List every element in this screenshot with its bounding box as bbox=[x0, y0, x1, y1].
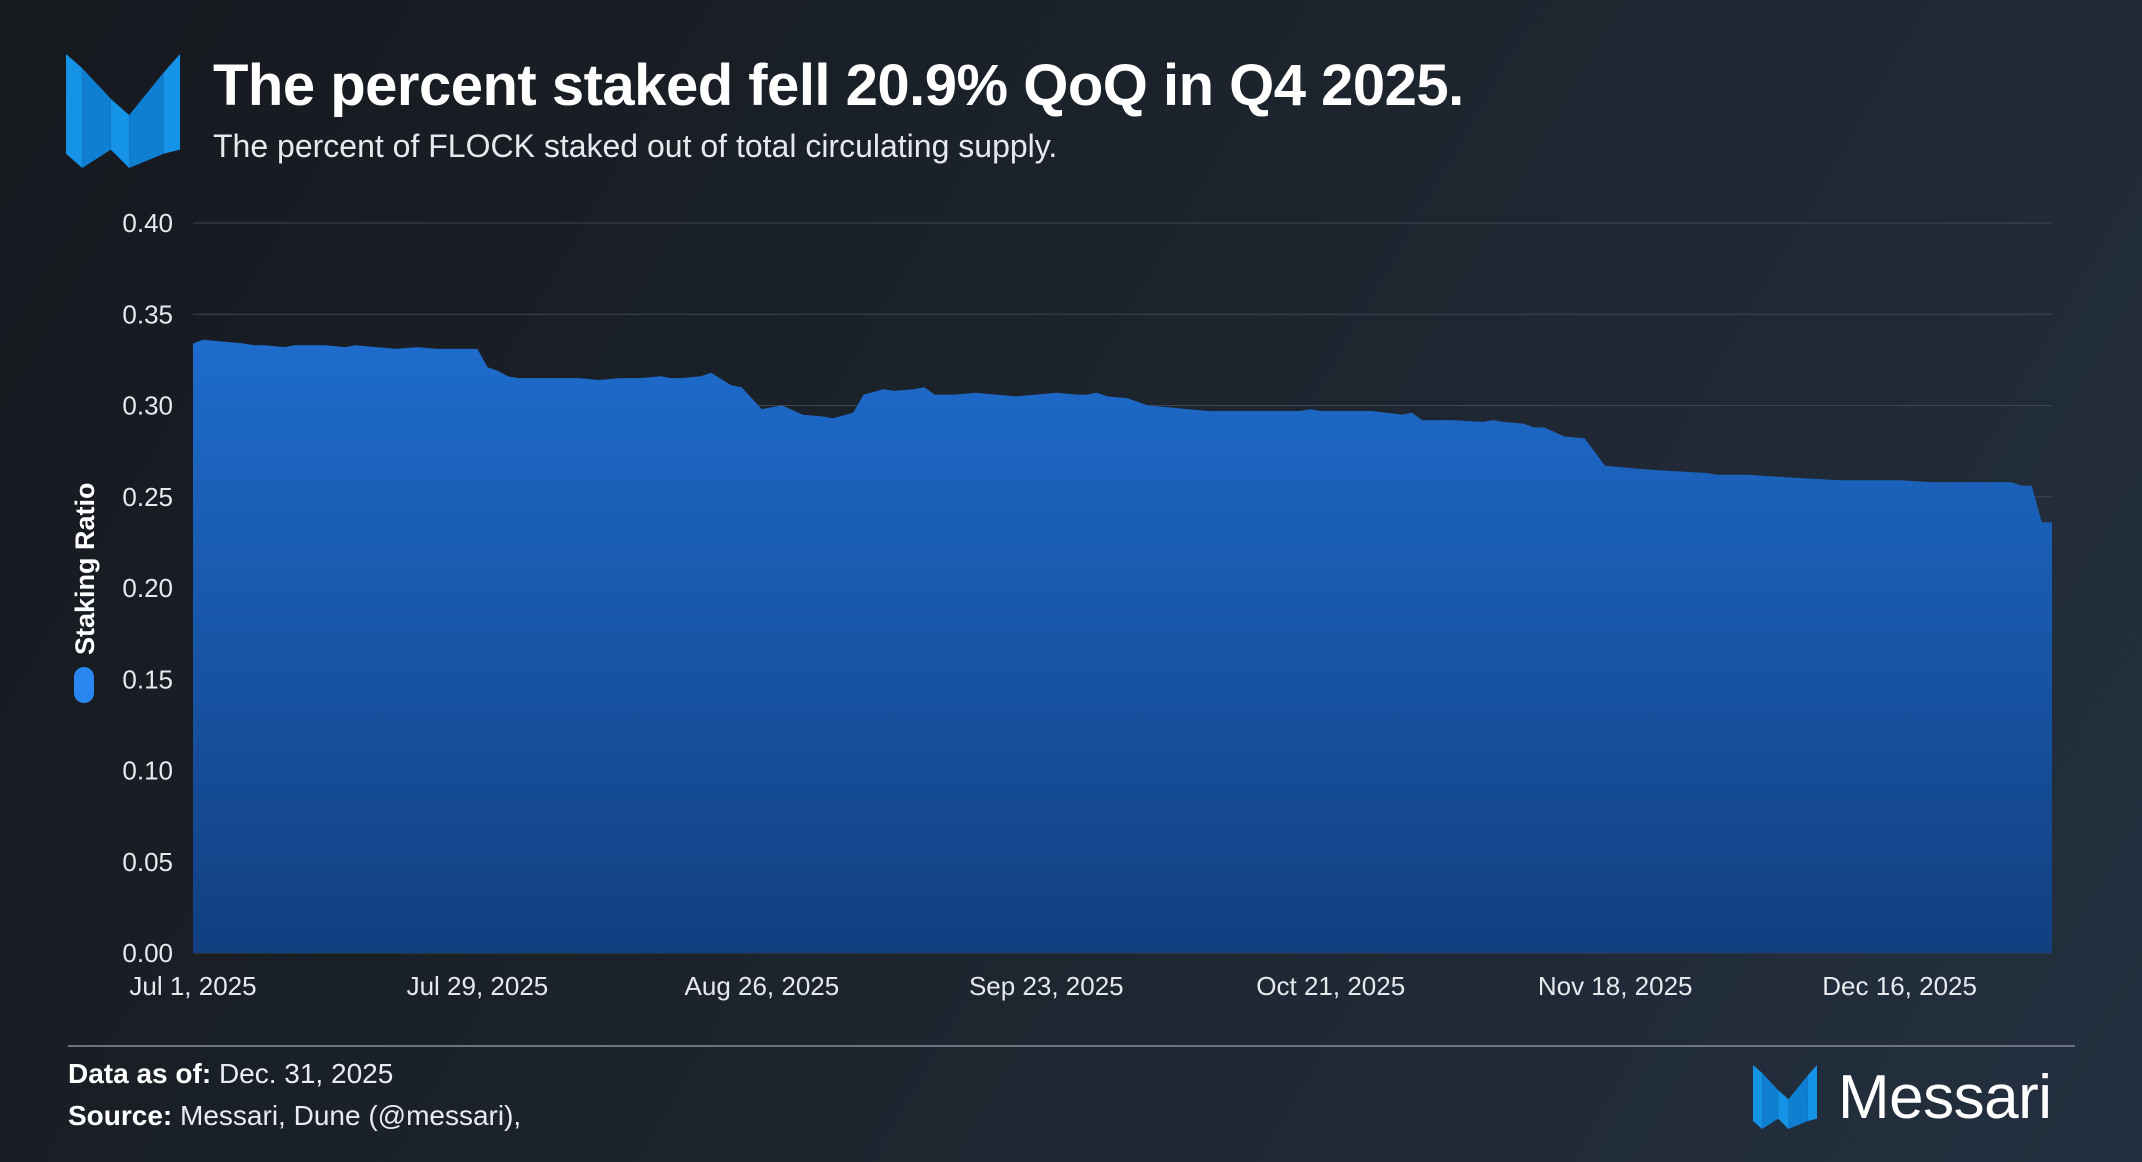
data-as-of-label: Data as of: bbox=[68, 1058, 212, 1089]
source-line: Source: Messari, Dune (@messari), bbox=[68, 1100, 521, 1132]
x-tick-label: Oct 21, 2025 bbox=[1256, 971, 1405, 1001]
y-tick-label: 0.35 bbox=[122, 299, 173, 329]
messari-logo-icon bbox=[66, 54, 180, 168]
source-value: Messari, Dune (@messari), bbox=[180, 1100, 522, 1131]
source-label: Source: bbox=[68, 1100, 173, 1131]
x-tick-label: Dec 16, 2025 bbox=[1822, 971, 1977, 1001]
x-tick-label: Sep 23, 2025 bbox=[969, 971, 1124, 1001]
staking-ratio-chart: 0.00 0.05 0.10 0.15 0.20 0.25 0.30 0.35 0.40 Jul… bbox=[70, 208, 2052, 1001]
y-tick-label: 0.30 bbox=[122, 391, 173, 421]
y-tick-label: 0.40 bbox=[122, 208, 173, 238]
chart-subtitle: The percent of FLOCK staked out of total… bbox=[213, 128, 1058, 164]
staking-ratio-area bbox=[193, 339, 2052, 953]
x-tick-label: Jul 1, 2025 bbox=[129, 971, 256, 1001]
x-tick-label: Aug 26, 2025 bbox=[685, 971, 840, 1001]
x-tick-label: Jul 29, 2025 bbox=[407, 971, 549, 1001]
y-tick-label: 0.25 bbox=[122, 482, 173, 512]
footer-divider bbox=[1075, 1045, 2075, 1047]
y-tick-label: 0.20 bbox=[122, 573, 173, 603]
y-tick-label: 0.00 bbox=[122, 938, 173, 968]
chart-title: The percent staked fell 20.9% QoQ in Q4 … bbox=[213, 53, 1464, 118]
y-tick-label: 0.05 bbox=[122, 847, 173, 877]
data-as-of-line: Data as of: Dec. 31, 2025 bbox=[68, 1058, 393, 1090]
y-tick-label: 0.10 bbox=[122, 756, 173, 786]
messari-logo-icon bbox=[1753, 1065, 1817, 1129]
messari-brand: Messari bbox=[1752, 1062, 2052, 1132]
x-tick-label: Nov 18, 2025 bbox=[1538, 971, 1693, 1001]
brand-name: Messari bbox=[1838, 1062, 2052, 1132]
data-as-of-value: Dec. 31, 2025 bbox=[218, 1058, 394, 1089]
y-axis-label: Staking Ratio bbox=[70, 482, 100, 655]
footer-divider bbox=[68, 1045, 1075, 1047]
y-tick-label: 0.15 bbox=[122, 664, 173, 694]
legend-swatch-icon[interactable] bbox=[74, 667, 94, 703]
